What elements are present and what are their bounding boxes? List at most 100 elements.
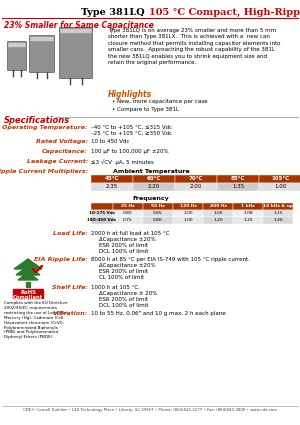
Text: ΔCapacitance ±20%: ΔCapacitance ±20%: [99, 263, 156, 268]
Text: –25 °C to +105 °C, ≥350 Vdc: –25 °C to +105 °C, ≥350 Vdc: [91, 131, 172, 136]
FancyBboxPatch shape: [59, 28, 92, 79]
Text: 60°C: 60°C: [147, 176, 161, 181]
Text: ESR 200% of limit: ESR 200% of limit: [99, 243, 148, 248]
Text: EIA Ripple Life:: EIA Ripple Life:: [34, 257, 88, 262]
Text: Operating Temperature:: Operating Temperature:: [2, 125, 88, 130]
Text: Shelf Life:: Shelf Life:: [52, 285, 88, 290]
Bar: [113, 210, 143, 217]
Text: 1.15: 1.15: [273, 211, 283, 215]
Text: 0.75: 0.75: [123, 218, 133, 222]
Text: 0.85: 0.85: [153, 211, 163, 215]
Bar: [175, 175, 217, 183]
Text: 2000 h at full load at 105 °C: 2000 h at full load at 105 °C: [91, 231, 169, 236]
Bar: [259, 175, 300, 183]
Bar: [233, 217, 263, 224]
Bar: [143, 203, 173, 210]
Text: ESR 200% of limit: ESR 200% of limit: [99, 269, 148, 274]
Text: 23% Smaller for Same Capacitance: 23% Smaller for Same Capacitance: [4, 21, 154, 30]
Text: 1.05: 1.05: [213, 211, 223, 215]
Text: 85°C: 85°C: [231, 176, 245, 181]
Text: Specifications: Specifications: [4, 116, 70, 125]
Text: 10 kHz & up: 10 kHz & up: [263, 204, 293, 208]
Bar: [173, 210, 203, 217]
Text: 8000 h at 85 °C per EIA IS-749 with 105 °C ripple current.: 8000 h at 85 °C per EIA IS-749 with 105 …: [91, 257, 250, 262]
Bar: [175, 183, 217, 191]
Text: RoHS
Compliant: RoHS Compliant: [13, 290, 43, 300]
Text: 1.35: 1.35: [232, 184, 244, 189]
Text: 50 Hz: 50 Hz: [151, 204, 165, 208]
Polygon shape: [14, 259, 42, 269]
Bar: [259, 183, 300, 191]
Text: 0.80: 0.80: [123, 211, 133, 215]
FancyBboxPatch shape: [60, 29, 92, 33]
Bar: [233, 210, 263, 217]
Text: 2.20: 2.20: [148, 184, 160, 189]
Text: CDE® Cornell Dubilier • 140 Technology Place • Liberty, SC 29657 • Phone: (864)8: CDE® Cornell Dubilier • 140 Technology P…: [23, 408, 277, 412]
Bar: [13, 289, 43, 298]
Bar: [91, 183, 133, 191]
Text: 1000 h at 105 °C.: 1000 h at 105 °C.: [91, 285, 140, 290]
Text: • Compare to Type 381L: • Compare to Type 381L: [112, 107, 179, 112]
Text: 2.00: 2.00: [190, 184, 202, 189]
Text: Type 381LQ is on average 23% smaller and more than 5 mm
shorter than Type 381LX.: Type 381LQ is on average 23% smaller and…: [108, 28, 280, 65]
Bar: [91, 203, 113, 210]
Text: 10-175 Vdc: 10-175 Vdc: [89, 211, 115, 215]
Text: 400 Hz: 400 Hz: [209, 204, 226, 208]
Bar: [133, 183, 175, 191]
Bar: [203, 217, 233, 224]
Text: 10 to 55 Hz, 0.06" and 10 g max, 2 h each plane: 10 to 55 Hz, 0.06" and 10 g max, 2 h eac…: [91, 311, 226, 316]
FancyBboxPatch shape: [8, 43, 26, 47]
Text: • New, more capacitance per case: • New, more capacitance per case: [112, 99, 208, 104]
Bar: [133, 175, 175, 183]
Text: Vibration:: Vibration:: [53, 311, 88, 316]
Text: 1 kHz: 1 kHz: [241, 204, 255, 208]
Text: 70°C: 70°C: [189, 176, 203, 181]
Bar: [233, 203, 263, 210]
Bar: [263, 217, 293, 224]
Text: 2.35: 2.35: [106, 184, 118, 189]
Text: Type 381LQ: Type 381LQ: [81, 8, 148, 17]
Text: ΔCapacitance ± 20%: ΔCapacitance ± 20%: [99, 291, 158, 296]
Bar: [263, 210, 293, 217]
Text: 100 μF to 100,000 μF ±20%: 100 μF to 100,000 μF ±20%: [91, 149, 169, 154]
Bar: [263, 203, 293, 210]
Text: DCL 100% of limit: DCL 100% of limit: [99, 303, 148, 308]
Bar: [217, 183, 259, 191]
Text: ESR 200% of limit: ESR 200% of limit: [99, 297, 148, 302]
Bar: [91, 210, 113, 217]
Bar: [91, 175, 133, 183]
Text: 105°C: 105°C: [271, 176, 289, 181]
Text: 1.25: 1.25: [243, 218, 253, 222]
Bar: [113, 203, 143, 210]
Text: CL 100% of limit: CL 100% of limit: [99, 275, 144, 280]
Text: Load Life:: Load Life:: [53, 231, 88, 236]
Bar: [173, 203, 203, 210]
Bar: [113, 217, 143, 224]
Text: Frequency: Frequency: [133, 196, 169, 201]
Bar: [91, 217, 113, 224]
Bar: [143, 217, 173, 224]
Text: 120 Hz: 120 Hz: [180, 204, 196, 208]
Bar: [203, 203, 233, 210]
Text: 10 to 450 Vdc: 10 to 450 Vdc: [91, 139, 130, 144]
Text: 1.08: 1.08: [243, 211, 253, 215]
Bar: [217, 175, 259, 183]
Text: 1.00: 1.00: [183, 218, 193, 222]
FancyBboxPatch shape: [29, 36, 55, 73]
Text: 180-450 Vdc: 180-450 Vdc: [87, 218, 117, 222]
Bar: [203, 210, 233, 217]
Text: Complies with the EU Directive
2002/95/EC requirements
restricting the use of Le: Complies with the EU Directive 2002/95/E…: [4, 301, 69, 339]
Text: 105 °C Compact, High-Ripple Snap-in: 105 °C Compact, High-Ripple Snap-in: [149, 8, 300, 17]
Text: –40 °C to +105 °C, ≤315 Vdc: –40 °C to +105 °C, ≤315 Vdc: [91, 125, 172, 130]
Text: ≤3 √CV  μA, 5 minutes: ≤3 √CV μA, 5 minutes: [91, 159, 154, 165]
Text: Ambient Temperature: Ambient Temperature: [112, 169, 189, 174]
FancyBboxPatch shape: [8, 42, 26, 71]
Polygon shape: [16, 266, 40, 275]
Text: DCL 100% of limit: DCL 100% of limit: [99, 249, 148, 254]
Text: Leakage Current:: Leakage Current:: [27, 159, 88, 164]
Text: ΔCapacitance ±20%: ΔCapacitance ±20%: [99, 237, 156, 242]
Text: 1.40: 1.40: [273, 218, 283, 222]
Text: 25 Hz: 25 Hz: [121, 204, 135, 208]
Text: 1.20: 1.20: [213, 218, 223, 222]
Text: Rated Voltage:: Rated Voltage:: [36, 139, 88, 144]
